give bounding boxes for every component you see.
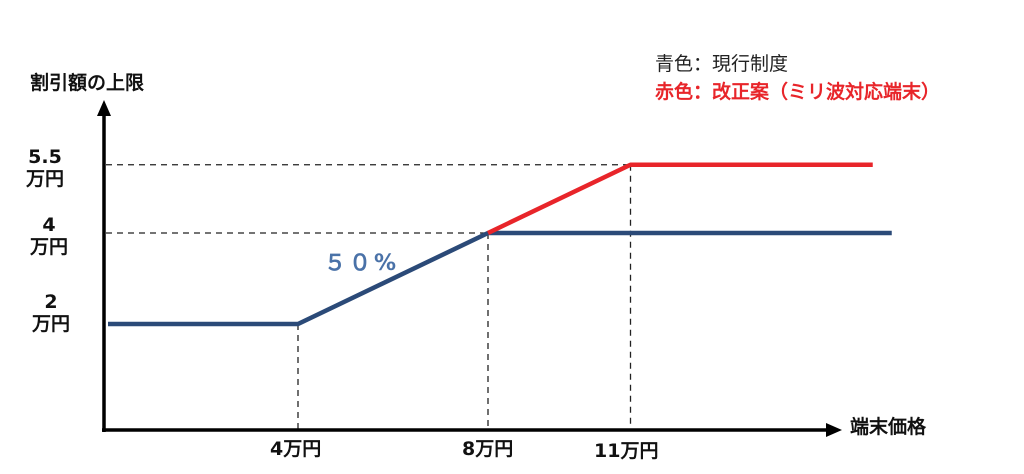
x-axis-arrow-icon [826,423,842,437]
legend-proposed: 赤色：改正案（ミリ波対応端末） [655,81,941,103]
y-tick-unit: 万円 [26,168,65,190]
guide-lines [106,164,632,430]
y-tick-value: 4 [42,214,56,236]
y-tick-value: 5.5 [28,146,62,168]
y-tick-unit: 万円 [30,236,69,258]
legend-current: 青色：現行制度 [655,53,789,75]
y-tick-unit: 万円 [32,313,71,335]
series-lines [108,162,892,327]
y-axis-title: 割引額の上限 [30,72,145,94]
series-line-proposed [487,162,873,236]
x-axis-title: 端末価格 [850,416,927,438]
y-axis-arrow-icon [97,100,111,116]
y-tick-value: 2 [44,291,58,313]
x-tick-label-8: 8万円 [462,438,514,460]
slope-annotation: ５０% [324,251,400,276]
y-tick-label-5.5: 5.5 万円 [26,146,64,190]
x-tick-label-11: 11万円 [594,440,659,462]
y-tick-label-4: 4 万円 [30,214,68,258]
y-tick-label-2: 2 万円 [32,291,70,335]
x-tick-label-4: 4万円 [270,438,322,460]
series-line-current [108,230,892,327]
